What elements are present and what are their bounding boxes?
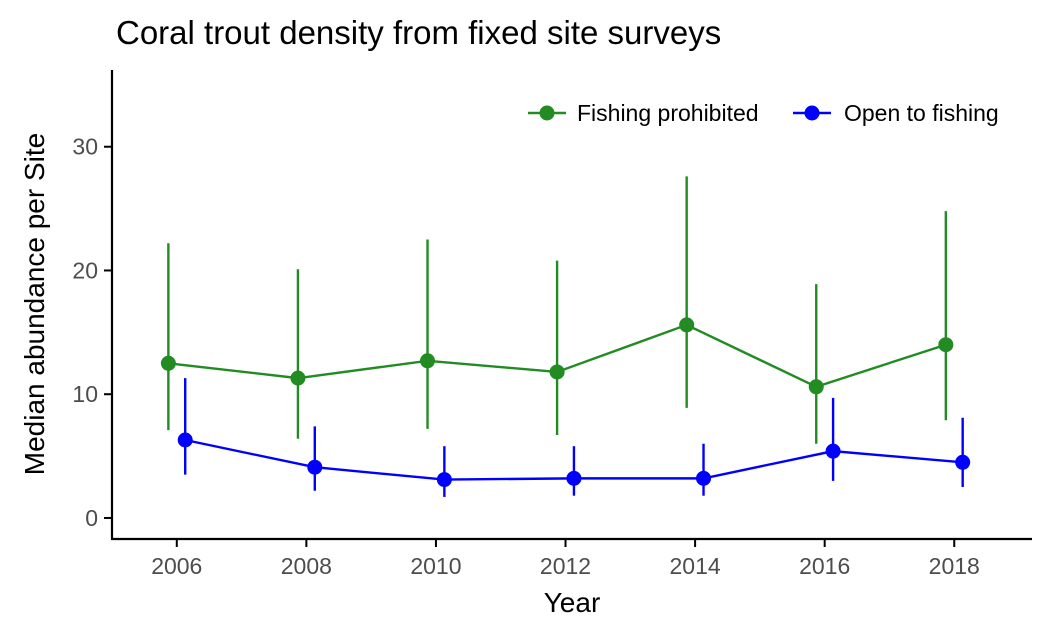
- y-tick-label: 20: [72, 257, 98, 283]
- data-point-open-to-fishing: [696, 470, 712, 486]
- x-tick-label: 2016: [799, 553, 850, 579]
- x-tick-label: 2014: [670, 553, 721, 579]
- data-point-fishing-prohibited: [549, 364, 565, 380]
- y-tick-label: 0: [85, 505, 98, 531]
- x-tick-label: 2008: [281, 553, 332, 579]
- y-axis-ticks: 0 10 20 30: [72, 134, 112, 531]
- x-tick-label: 2006: [151, 553, 202, 579]
- legend: Fishing prohibited Open to fishing: [528, 100, 999, 126]
- data-point-fishing-prohibited: [808, 379, 824, 395]
- legend-item-fishing-prohibited: Fishing prohibited: [528, 100, 759, 126]
- data-point-open-to-fishing: [566, 470, 582, 486]
- legend-label-fishing-prohibited: Fishing prohibited: [577, 100, 759, 126]
- data-point-fishing-prohibited: [679, 317, 695, 333]
- x-tick-label: 2010: [410, 553, 461, 579]
- legend-key-marker-fishing-prohibited: [539, 105, 555, 121]
- data-point-open-to-fishing: [177, 432, 193, 448]
- y-axis-title: Median abundance per Site: [19, 133, 50, 475]
- series-open-to-fishing: [177, 378, 971, 497]
- x-tick-label: 2012: [540, 553, 591, 579]
- data-point-open-to-fishing: [436, 472, 452, 488]
- x-tick-label: 2018: [929, 553, 980, 579]
- data-point-fishing-prohibited: [938, 337, 954, 353]
- x-axis-title: Year: [544, 587, 601, 618]
- data-point-fishing-prohibited: [420, 353, 436, 369]
- legend-label-open-to-fishing: Open to fishing: [844, 100, 999, 126]
- legend-key-marker-open-to-fishing: [804, 105, 820, 121]
- data-point-open-to-fishing: [825, 443, 841, 459]
- x-axis-ticks: 2006 2008 2010 2012 2014 2016 2018: [151, 539, 980, 579]
- data-point-fishing-prohibited: [160, 355, 176, 371]
- plot-area: [160, 176, 971, 497]
- y-tick-label: 30: [72, 134, 98, 160]
- chart-title: Coral trout density from fixed site surv…: [116, 14, 721, 51]
- data-point-open-to-fishing: [307, 459, 323, 475]
- data-point-fishing-prohibited: [290, 370, 306, 386]
- legend-item-open-to-fishing: Open to fishing: [793, 100, 999, 126]
- data-point-open-to-fishing: [955, 454, 971, 470]
- y-tick-label: 10: [72, 381, 98, 407]
- series-fishing-prohibited: [160, 176, 954, 444]
